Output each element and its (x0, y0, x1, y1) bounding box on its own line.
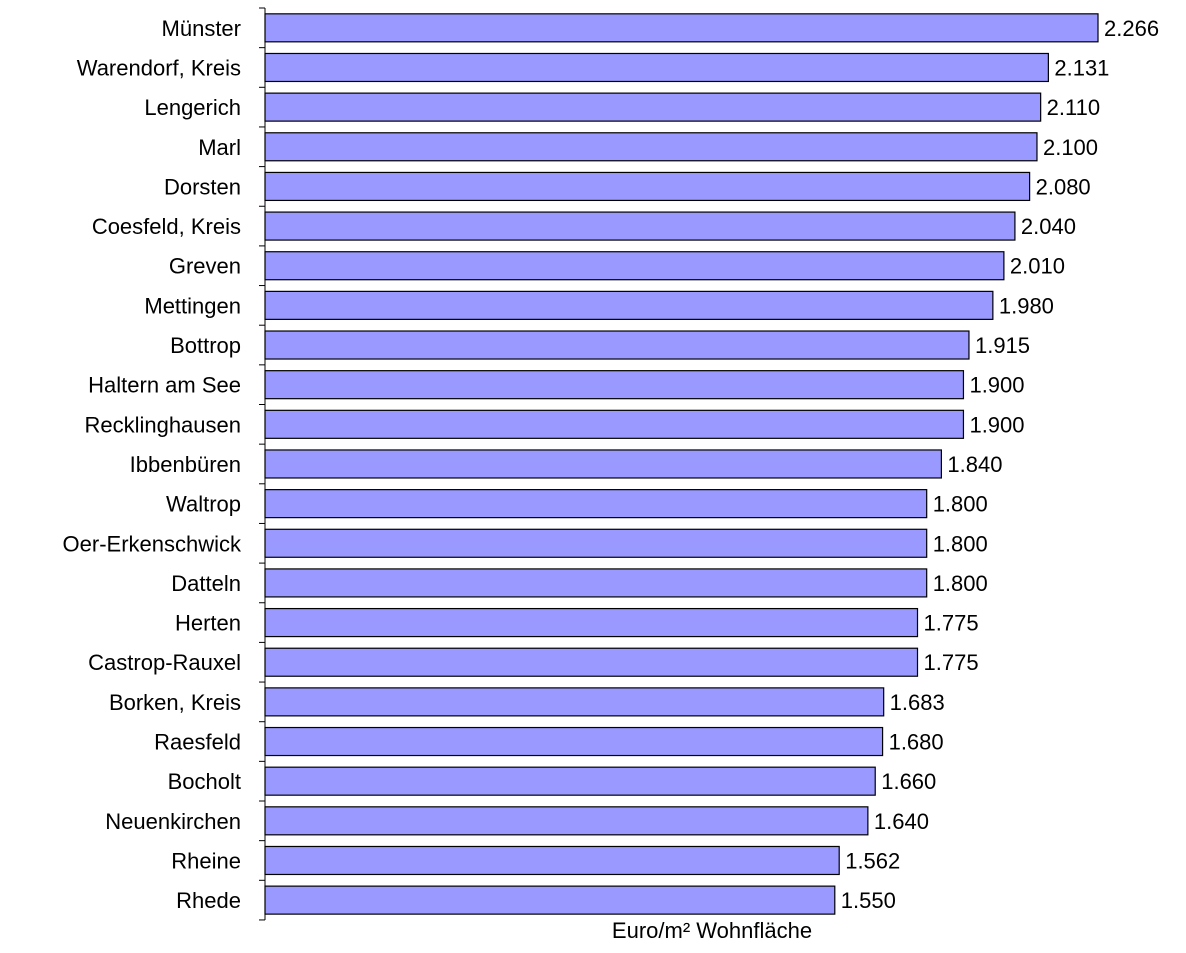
bars-group (264, 13, 1099, 915)
bar (264, 687, 885, 717)
value-label: 1.683 (890, 690, 945, 715)
bar (264, 845, 840, 876)
category-label: Neuenkirchen (105, 809, 241, 834)
bar (264, 766, 876, 796)
value-label: 2.010 (1010, 254, 1065, 279)
category-label: Lengerich (144, 95, 241, 120)
category-labels-group: Münster Warendorf, Kreis Lengerich Marl Dors… (63, 16, 242, 913)
bar (264, 647, 919, 677)
bar (264, 409, 965, 439)
value-label: 1.900 (969, 373, 1024, 398)
bar (264, 806, 869, 836)
category-label: Marl (198, 135, 241, 160)
value-label: 1.562 (845, 848, 900, 873)
bar (264, 607, 919, 638)
category-label: Greven (169, 254, 241, 279)
bar (264, 251, 1005, 281)
category-label: Datteln (171, 571, 241, 596)
category-label: Rhede (176, 888, 241, 913)
category-label: Münster (162, 16, 241, 41)
y-axis-ticks (259, 7, 265, 921)
value-label: 1.900 (969, 412, 1024, 437)
category-label: Warendorf, Kreis (77, 55, 241, 80)
value-label: 1.800 (933, 492, 988, 517)
category-label: Waltrop (166, 492, 241, 517)
category-label: Castrop-Rauxel (88, 650, 241, 675)
bar (264, 330, 970, 360)
bar (264, 885, 836, 915)
bar (264, 132, 1038, 162)
bar (264, 489, 928, 519)
bar (264, 568, 928, 598)
value-label: 2.131 (1054, 55, 1109, 80)
value-label: 1.915 (975, 333, 1030, 358)
value-label: 1.640 (874, 809, 929, 834)
value-label: 2.110 (1047, 95, 1100, 120)
value-label: 1.800 (933, 531, 988, 556)
value-label: 1.660 (881, 769, 936, 794)
category-label: Herten (175, 611, 241, 636)
value-labels-group: 2.266 2.131 2.110 2.100 2.080 2.040 2.010 1.980… (841, 16, 1159, 913)
bar (264, 449, 942, 479)
bar (264, 52, 1049, 83)
category-label: Rheine (171, 848, 241, 873)
value-label: 2.266 (1104, 16, 1159, 41)
category-label: Ibbenbüren (130, 452, 241, 477)
bar (264, 13, 1099, 43)
x-axis-title: Euro/m² Wohnfläche (612, 918, 812, 943)
category-label: Borken, Kreis (109, 690, 241, 715)
category-label: Bottrop (170, 333, 241, 358)
value-label: 1.980 (999, 293, 1054, 318)
category-label: Oer-Erkenschwick (63, 531, 242, 556)
bar (264, 528, 928, 558)
value-label: 2.080 (1036, 174, 1091, 199)
category-label: Raesfeld (154, 730, 241, 755)
category-label: Bocholt (168, 769, 241, 794)
value-label: 2.100 (1043, 135, 1098, 160)
category-label: Dorsten (164, 174, 241, 199)
value-label: 1.775 (924, 611, 979, 636)
value-label: 2.040 (1021, 214, 1076, 239)
value-label: 1.680 (889, 730, 944, 755)
bar (264, 726, 884, 757)
bar (264, 290, 994, 320)
bar (264, 171, 1031, 202)
value-label: 1.840 (947, 452, 1002, 477)
value-label: 1.800 (933, 571, 988, 596)
category-label: Coesfeld, Kreis (92, 214, 241, 239)
category-label: Mettingen (144, 293, 241, 318)
bar (264, 211, 1016, 241)
value-label: 1.775 (924, 650, 979, 675)
category-label: Recklinghausen (84, 412, 241, 437)
bar (264, 92, 1042, 122)
value-label: 1.550 (841, 888, 896, 913)
category-label: Haltern am See (88, 373, 241, 398)
bar (264, 370, 965, 400)
